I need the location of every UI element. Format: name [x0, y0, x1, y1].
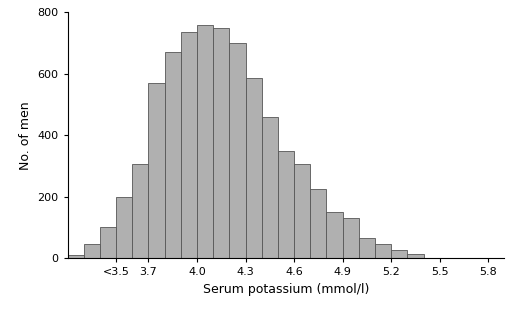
Bar: [68, 255, 84, 258]
Bar: [359, 238, 375, 258]
Bar: [197, 25, 213, 258]
Bar: [262, 117, 278, 258]
Bar: [407, 253, 423, 258]
Bar: [294, 165, 310, 258]
Bar: [375, 244, 391, 258]
Bar: [149, 83, 165, 258]
Bar: [327, 212, 343, 258]
Bar: [165, 52, 181, 258]
Bar: [278, 151, 294, 258]
Bar: [181, 32, 197, 258]
Bar: [391, 250, 407, 258]
Bar: [132, 165, 149, 258]
Y-axis label: No. of men: No. of men: [19, 101, 32, 169]
Bar: [116, 197, 132, 258]
Bar: [343, 218, 359, 258]
Bar: [100, 227, 116, 258]
Bar: [213, 28, 229, 258]
Bar: [84, 244, 100, 258]
X-axis label: Serum potassium (mmol/l): Serum potassium (mmol/l): [203, 283, 369, 296]
Bar: [229, 43, 245, 258]
Bar: [310, 189, 327, 258]
Bar: [245, 78, 262, 258]
